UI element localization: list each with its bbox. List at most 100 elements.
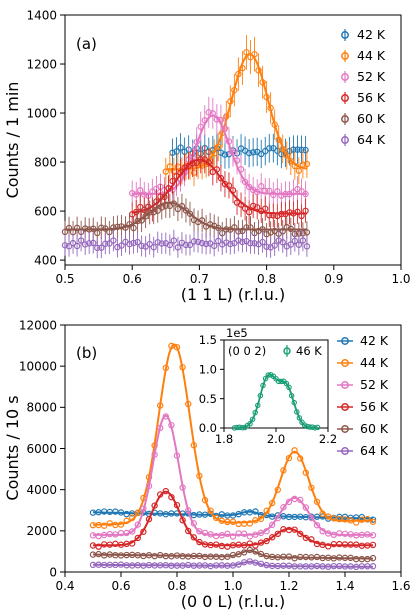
point-b-2-15: [173, 452, 181, 459]
point-b-3-12: [156, 491, 164, 498]
legend-a-item-0: 42 K: [341, 27, 386, 42]
legend-a-item-4: 60 K: [341, 111, 386, 126]
y-tick-label-3: 6000: [26, 442, 57, 456]
point-a-5-11: [106, 240, 113, 247]
point-a-1-20: [243, 49, 250, 56]
point-a-3-27: [237, 201, 245, 208]
point-a-3-9: [165, 185, 172, 192]
point-a-5-44: [239, 238, 246, 246]
y-tick-label-1: 2000: [26, 524, 57, 538]
point-b-2-35: [285, 498, 293, 506]
point-a-5-57: [291, 237, 299, 245]
point-a-5-0: [61, 242, 69, 249]
legend-b-item-5: 64 K: [337, 443, 389, 458]
legend-a-label-4: 60 K: [357, 111, 386, 126]
point-b-2-31: [263, 528, 270, 535]
point-a-1-1: [166, 163, 174, 170]
point-b-5-28: [246, 558, 253, 565]
point-a-2-16: [193, 138, 200, 146]
point-a-4-30: [182, 207, 190, 214]
point-b-1-5: [117, 521, 125, 528]
point-a-1-32: [291, 162, 299, 170]
point-b-5-50: [369, 563, 377, 570]
point-a-5-33: [194, 238, 202, 246]
point-b-3-50: [369, 541, 377, 549]
point-a-3-31: [253, 204, 261, 211]
point-a-5-14: [118, 242, 125, 249]
point-b-3-41: [319, 541, 326, 549]
x-tick-label-2: 0.8: [167, 579, 186, 593]
point-b-1-31: [263, 507, 270, 515]
point-b-2-34: [280, 504, 287, 511]
point-b-4-50: [369, 554, 377, 562]
legend-a-label-5: 64 K: [357, 132, 386, 147]
point-a-4-23: [154, 207, 161, 214]
x-tick-label-4: 0.9: [324, 272, 343, 286]
point-a-4-46: [247, 224, 254, 231]
y-tick-label-4: 1200: [26, 57, 57, 71]
point-a-2-29: [245, 183, 253, 191]
point-b-1-50: [369, 518, 377, 525]
point-b-3-47: [353, 541, 360, 548]
point-inset-30: [309, 424, 316, 430]
legend-a-item-5: 64 K: [341, 132, 386, 147]
point-a-5-5: [81, 241, 89, 248]
point-a-2-2: [137, 186, 144, 194]
point-a-0-0: [169, 149, 176, 156]
point-a-5-23: [154, 239, 161, 246]
point-b-5-30: [257, 560, 265, 568]
point-a-4-14: [118, 223, 125, 230]
point-a-1-19: [239, 64, 246, 72]
point-b-2-29: [252, 531, 259, 538]
point-a-2-21: [213, 116, 221, 123]
point-a-3-34: [266, 212, 273, 219]
point-b-3-9: [140, 528, 147, 535]
point-b-1-41: [319, 510, 326, 518]
point-b-1-22: [212, 514, 220, 522]
point-inset-18: [278, 378, 284, 385]
point-b-3-27: [240, 542, 248, 549]
point-a-1-22: [251, 50, 258, 58]
point-b-2-40: [313, 521, 321, 529]
point-a-1-28: [275, 136, 282, 144]
y-tick-label-5: 10000: [19, 359, 57, 373]
point-b-3-38: [302, 534, 309, 542]
point-a-2-22: [217, 116, 225, 124]
point-b-2-13: [162, 413, 169, 420]
panel-b: 0.4 0.6 0.8 1.0 1.2 1.4 1.6 0 2000 4000 6000 8000 10…: [3, 318, 411, 611]
point-a-0-24: [266, 145, 273, 152]
point-inset-6: [247, 421, 253, 427]
point-a-5-13: [114, 243, 121, 251]
point-a-3-2: [137, 203, 144, 211]
legend-b-label-2: 52 K: [360, 377, 389, 392]
point-a-5-30: [182, 241, 190, 249]
point-a-0-20: [249, 149, 257, 156]
point-b-2-25: [229, 533, 237, 540]
panel-a-ticks: 0.5 0.6 0.7 0.8 0.9 1.0 400 600 800 1000 1200 1400: [26, 8, 410, 286]
panel-a: 0.5 0.6 0.7 0.8 0.9 1.0400600800100012001400 …: [3, 8, 411, 304]
point-a-2-1: [133, 191, 140, 198]
point-a-0-33: [302, 146, 309, 154]
legend-b-label-5: 64 K: [360, 443, 389, 458]
fit-line-b-4: [93, 549, 373, 560]
y-tick-label-2: 1.0: [199, 362, 217, 376]
point-a-2-25: [229, 149, 237, 156]
point-a-5-37: [210, 242, 218, 250]
point-a-1-21: [247, 53, 254, 61]
point-b-2-50: [369, 532, 377, 539]
legend-b-label-0: 42 K: [360, 333, 389, 348]
point-b-2-20: [201, 529, 209, 537]
point-a-5-2: [69, 239, 77, 247]
point-a-5-3: [73, 242, 81, 250]
point-inset-13: [265, 372, 271, 378]
point-a-0-26: [274, 147, 281, 155]
point-a-5-58: [295, 241, 303, 248]
point-a-2-31: [253, 188, 261, 196]
point-a-3-18: [201, 156, 208, 163]
point-a-3-21: [213, 166, 221, 173]
point-a-5-38: [215, 237, 222, 245]
point-a-5-52: [271, 242, 278, 249]
point-a-3-42: [298, 212, 305, 220]
x-tick-label-0: 0.5: [55, 272, 74, 286]
point-b-3-14: [168, 493, 175, 501]
